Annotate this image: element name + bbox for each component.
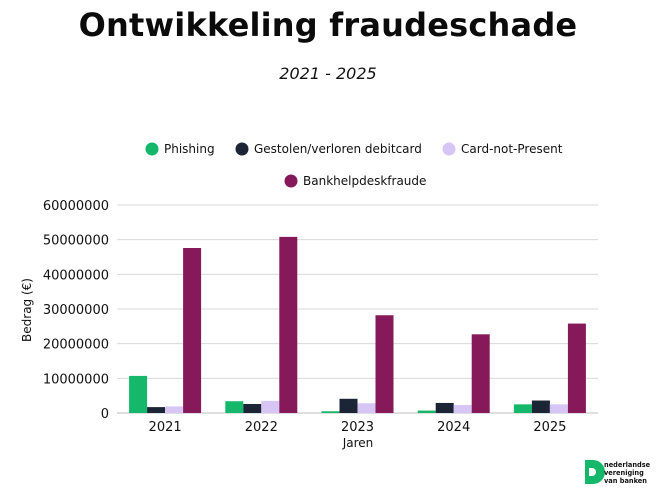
- bar-2024-3: [471, 334, 490, 413]
- logo-text-line-1: nederlandse: [604, 461, 650, 469]
- x-tick-label: 2021: [149, 420, 182, 435]
- chart-title: Ontwikkeling fraudeschade: [78, 6, 578, 44]
- y-tick-label: 30000000: [43, 303, 109, 318]
- legend: Phishing Gestolen/verloren debitcard Card-…: [145, 142, 563, 188]
- bar-2025-0: [513, 404, 532, 413]
- y-axis-title: Bedrag (€): [20, 278, 34, 342]
- y-tick-label: 10000000: [43, 372, 109, 387]
- bar-2022-0: [225, 401, 244, 413]
- logo-text-line-2: vereniging: [604, 469, 644, 477]
- bar-2025-1: [531, 400, 550, 413]
- x-tick-label: 2022: [245, 420, 278, 435]
- bar-2023-3: [375, 315, 394, 413]
- legend-marker: [442, 142, 456, 156]
- x-axis-title: Jaren: [342, 436, 374, 450]
- bar-2023-1: [339, 398, 358, 413]
- legend-label: Phishing: [164, 142, 215, 156]
- bar-2023-2: [357, 403, 376, 413]
- x-tick-label: 2024: [437, 420, 470, 435]
- x-axis-ticks: 2021 2022 2023 2024 2025: [149, 420, 567, 435]
- x-tick-label: 2023: [341, 420, 374, 435]
- bar-2024-0: [417, 410, 436, 413]
- bar-2022-3: [279, 236, 298, 413]
- y-axis-ticks: 0 10000000 20000000 30000000 40000000 5000000…: [43, 199, 109, 422]
- nvb-logo: nederlandse vereniging van banken: [585, 460, 650, 485]
- legend-label: Card-not-Present: [461, 142, 563, 156]
- bar-2022-2: [261, 400, 280, 413]
- legend-marker: [145, 142, 159, 156]
- bar-2025-3: [567, 323, 586, 413]
- bars: [129, 236, 586, 413]
- bar-2025-2: [549, 404, 568, 413]
- bar-2021-2: [165, 406, 184, 413]
- y-tick-label: 50000000: [43, 234, 109, 249]
- bar-2021-3: [183, 247, 202, 413]
- legend-marker: [235, 142, 249, 156]
- bar-2024-1: [435, 402, 454, 413]
- y-tick-label: 60000000: [43, 199, 109, 214]
- legend-marker: [284, 174, 298, 188]
- bar-2024-2: [453, 405, 472, 413]
- chart-subtitle: 2021 - 2025: [279, 64, 377, 83]
- nvb-logo-icon: [585, 460, 605, 484]
- y-tick-label: 0: [101, 407, 109, 422]
- y-tick-label: 40000000: [43, 268, 109, 283]
- y-tick-label: 20000000: [43, 338, 109, 353]
- legend-label: Bankhelpdeskfraude: [303, 174, 426, 188]
- legend-label: Gestolen/verloren debitcard: [254, 142, 422, 156]
- bar-2022-1: [243, 403, 262, 413]
- bar-2021-1: [147, 407, 166, 413]
- bar-2023-0: [321, 411, 340, 413]
- logo-text-line-3: van banken: [604, 477, 647, 485]
- x-tick-label: 2025: [533, 420, 566, 435]
- bar-2021-0: [129, 375, 148, 413]
